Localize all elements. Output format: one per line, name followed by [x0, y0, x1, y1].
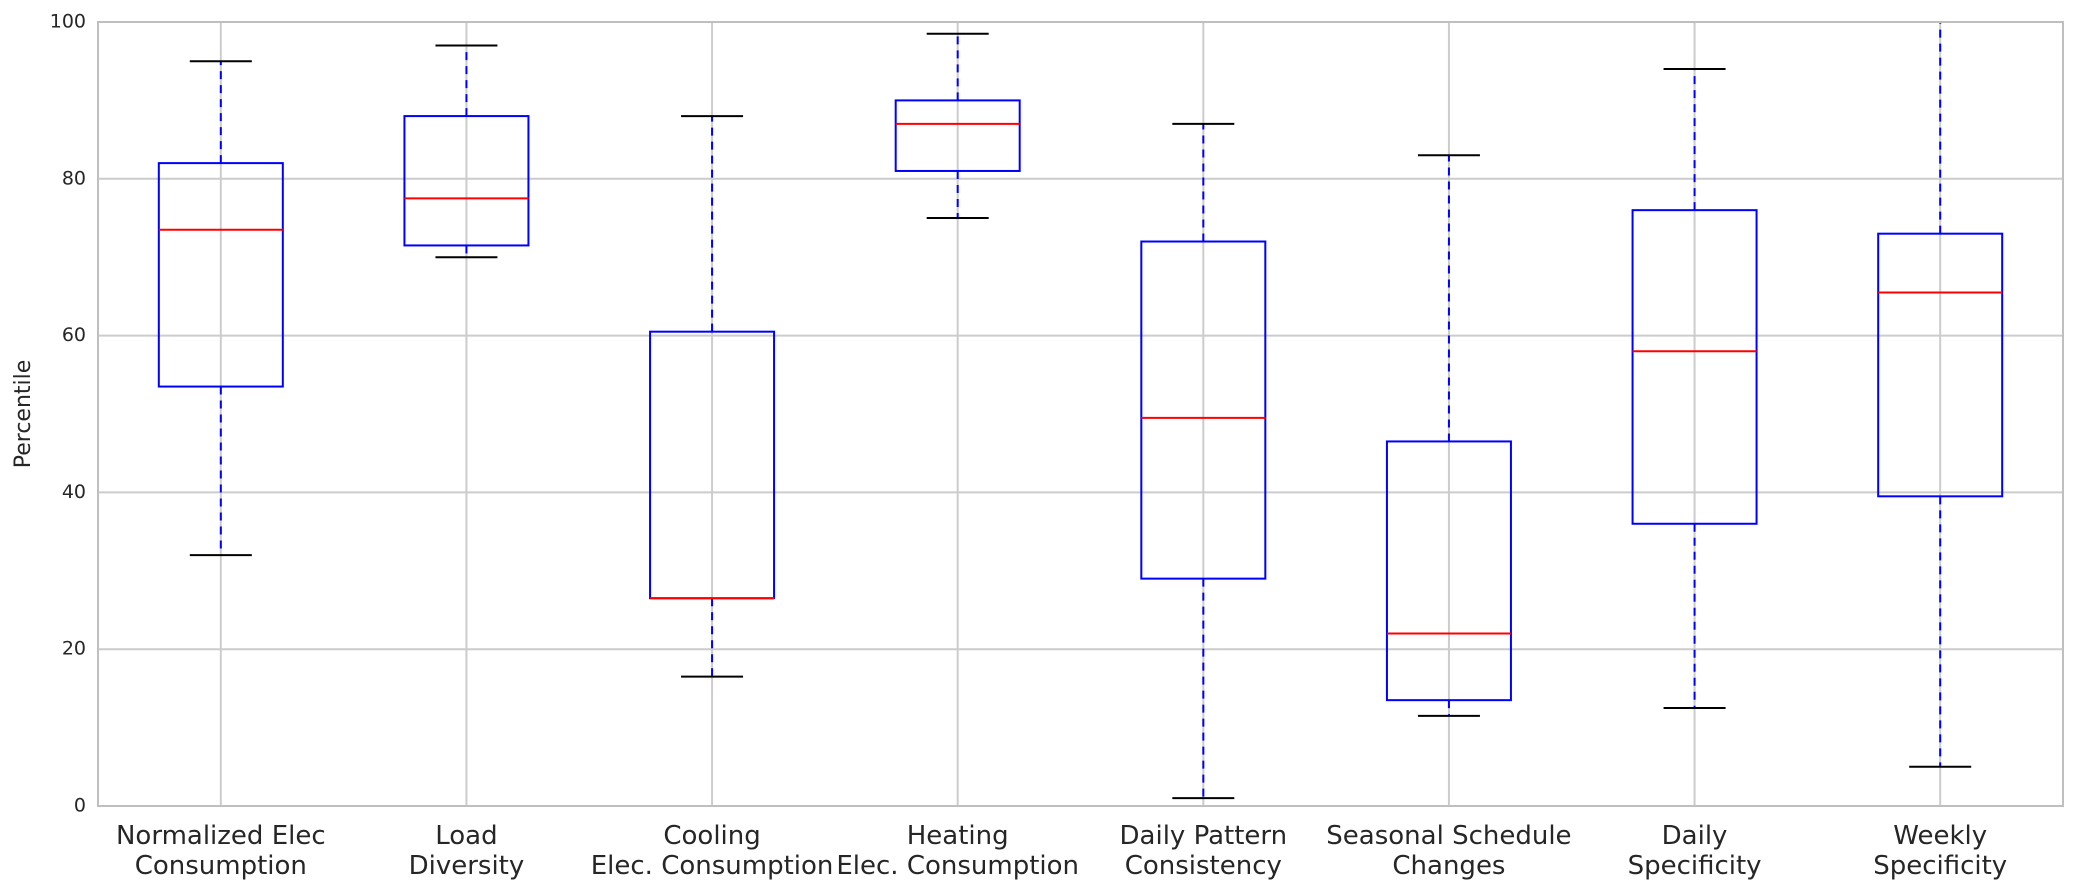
grid-layer [98, 21, 2063, 807]
y-tick-label: 60 [62, 324, 86, 346]
y-tick-label: 40 [62, 481, 86, 503]
box-group [1140, 122, 1267, 800]
box-group [403, 44, 530, 259]
x-category-label-line: Heating [907, 821, 1009, 851]
y-tick-label: 80 [62, 167, 86, 189]
x-category-label-line: Diversity [409, 851, 525, 881]
x-category-label-line: Load [435, 821, 497, 851]
x-category-label: Daily Pattern Consistency [1120, 821, 1288, 881]
plot-frame [97, 21, 2064, 807]
box-layer [157, 21, 2004, 800]
iqr-box [157, 162, 284, 388]
x-category-label-line: Specificity [1628, 851, 1762, 881]
box-group [649, 115, 776, 678]
y-tick-label: 20 [62, 638, 86, 660]
x-category-label: Normalized Elec Consumption [116, 821, 326, 881]
y-tick-labels: 0 20 40 60 80 100 [50, 11, 86, 817]
x-category-label-line: Consistency [1125, 851, 1282, 881]
x-category-label: Weekly Specificity [1873, 821, 2007, 881]
x-category-label-line: Elec. Consumption [836, 851, 1079, 881]
box-group [894, 32, 1021, 219]
iqr-box [1385, 440, 1512, 702]
y-tick-label: 0 [74, 795, 86, 817]
x-category-label: Load Diversity [409, 821, 525, 881]
x-category-label: Seasonal Schedule Changes [1326, 821, 1571, 881]
iqr-box [403, 115, 530, 247]
x-category-label: Heating Elec. Consumption [836, 821, 1079, 881]
box-group [157, 60, 284, 557]
x-category-label-line: Cooling [663, 821, 760, 851]
x-category-label-line: Consumption [135, 851, 307, 881]
box-group [1385, 154, 1512, 717]
x-category-label-line: Elec. Consumption [591, 851, 834, 881]
x-category-label-line: Normalized Elec [116, 821, 326, 851]
box-group [1631, 68, 1758, 709]
y-tick-label: 100 [50, 11, 86, 33]
iqr-box [1877, 232, 2004, 498]
x-category-label-line: Changes [1392, 851, 1505, 881]
y-axis-label: Percentile [11, 360, 36, 469]
iqr-box [1631, 209, 1758, 525]
x-category-label-line: Weekly [1893, 821, 1987, 851]
box-group [1877, 21, 2004, 768]
iqr-box [894, 99, 1021, 172]
iqr-box [1140, 240, 1267, 580]
x-category-label: Daily Specificity [1628, 821, 1762, 881]
x-category-labels: Normalized Elec Consumption Load Diversity C… [116, 821, 2007, 881]
x-category-label-line: Daily Pattern [1120, 821, 1288, 851]
x-category-label-line: Specificity [1873, 851, 2007, 881]
x-category-label-line: Daily [1662, 821, 1728, 851]
x-category-label-line: Seasonal Schedule [1326, 821, 1571, 851]
x-category-label: Cooling Elec. Consumption [591, 821, 834, 881]
